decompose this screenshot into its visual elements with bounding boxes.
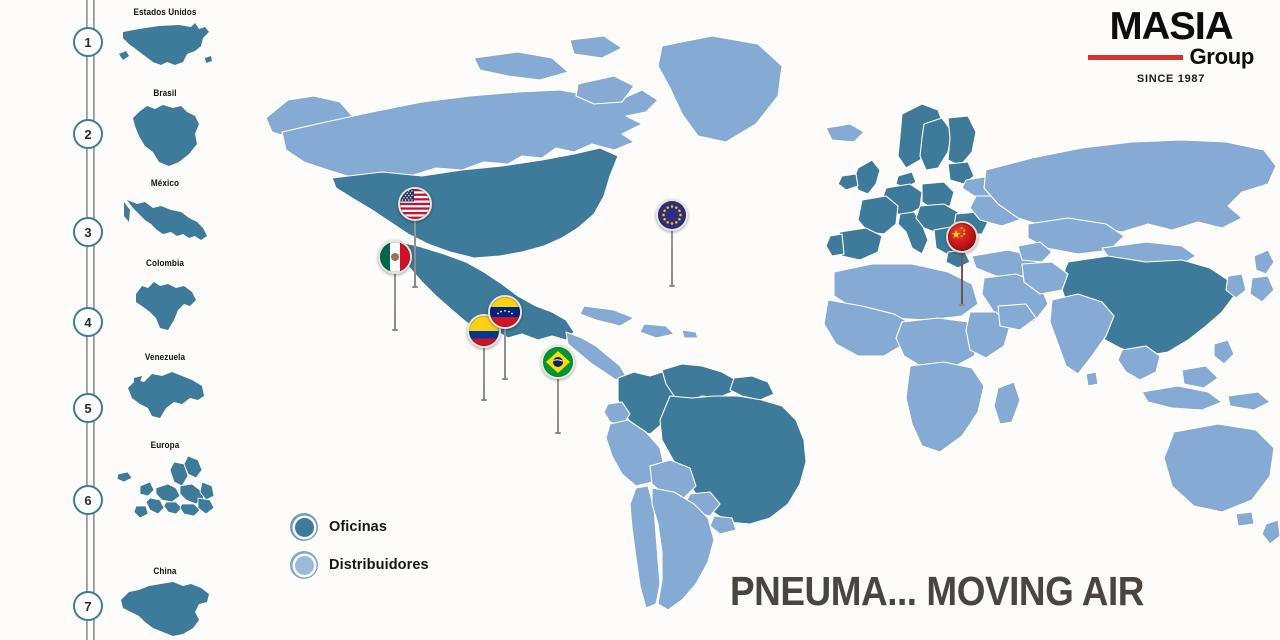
tagline: PNEUMA... MOVING AIR [730,568,1144,614]
region-sweden [919,117,953,171]
region-central-america [565,331,627,381]
region-japan-honshu [1249,275,1275,303]
region-ellesmere [569,35,623,59]
region-southeast-asia [1117,345,1161,381]
logo-wordmark: MASIA [1109,5,1233,48]
region-southern-africa [905,361,985,453]
world-map [222,0,1280,640]
region-iran [1021,261,1069,295]
logo-red-bar [1088,54,1183,60]
flag-icon-venezuela [488,295,522,329]
legend-label-oficinas: Oficinas [329,519,388,535]
country-shape-colombia [108,272,222,336]
region-france [857,195,899,235]
country-shape-europe [108,452,222,520]
region-cuba [579,305,635,327]
map-legend: Oficinas Distribuidores [290,508,490,584]
region-uk [853,159,881,195]
region-united-states [331,147,619,259]
timeline-step-label: Estados Unidos [133,7,197,18]
logo-group-row: Group [1088,46,1254,68]
timeline-step-number: 5 [73,393,103,423]
region-borneo [1181,365,1219,389]
timeline-step-number: 7 [73,591,103,621]
country-shape-usa [108,18,222,74]
region-poland [921,181,955,211]
masia-group-logo: MASIA Group SINCE 1987 [1088,5,1254,86]
region-madagascar [993,381,1021,425]
region-srilanka [1085,371,1099,387]
region-guyanas [729,375,775,401]
pin-stem [412,205,418,288]
country-shape-brazil [108,100,222,170]
region-india [1049,293,1115,375]
country-shape-mexico [108,192,222,254]
timeline-step-number: 4 [73,307,103,337]
region-uruguay [709,515,737,535]
timeline-sidebar: 1 Estados Unidos 2 Brasil 3 Mé [0,0,222,640]
flag-icon-brazil [541,345,575,379]
timeline-step-label: China [153,566,177,577]
region-portugal [825,233,845,257]
timeline-step-label: Europa [150,440,180,451]
flag-icon-mexico [378,240,412,274]
legend-swatch-distribuidores [290,551,318,579]
country-shape-venezuela [108,366,222,426]
region-venezuela [661,363,737,403]
region-indonesia [1141,385,1223,411]
flag-icon-european-union [656,199,688,231]
region-korea [1225,273,1247,299]
region-caucasus [1017,241,1053,263]
pin-stem [959,238,965,306]
legend-item-distribuidores: Distribuidores [290,546,490,584]
logo-subtitle: Group [1189,44,1255,70]
region-puerto-rico [681,329,699,339]
region-hispaniola [639,323,675,339]
region-bolivia [649,459,697,499]
region-new-zealand [1261,519,1280,545]
region-horn-africa [997,303,1037,331]
region-australia [1163,423,1275,513]
pin-stem [392,258,398,331]
timeline-step-number: 2 [73,119,103,149]
region-russia [983,139,1277,233]
legend-swatch-oficinas [290,513,318,541]
flag-icon-united-states [398,187,432,221]
pin-stem [481,332,487,401]
region-philippines [1213,339,1235,365]
region-arctic-islands [473,51,569,81]
flag-icon-china [946,221,978,253]
region-ireland [837,173,859,191]
legend-item-oficinas: Oficinas [290,508,490,546]
region-west-africa [823,299,913,357]
legend-label-distribuidores: Distribuidores [329,557,429,573]
country-shape-china [108,578,222,640]
region-argentina [651,487,715,611]
timeline-step-number: 3 [73,217,103,247]
timeline-step-label: Colombia [146,258,184,269]
pin-stem [502,313,508,380]
region-mexico [389,239,575,341]
timeline-step-number: 1 [73,27,103,57]
region-japan [1253,249,1275,275]
region-png [1227,391,1271,411]
region-tasmania [1235,511,1255,527]
timeline-step-label: Venezuela [144,352,186,363]
region-finland [947,115,977,167]
timeline-step-label: Brasil [153,88,177,99]
region-iceland [825,123,865,143]
region-central-africa [895,317,983,369]
logo-since-text: SINCE 1987 [1136,73,1206,86]
region-greenland [657,35,783,143]
pin-stem [669,216,675,287]
pin-stem [555,363,561,434]
timeline-step-label: México [150,178,180,189]
timeline-step-number: 6 [73,485,103,515]
region-baffin [575,75,635,105]
